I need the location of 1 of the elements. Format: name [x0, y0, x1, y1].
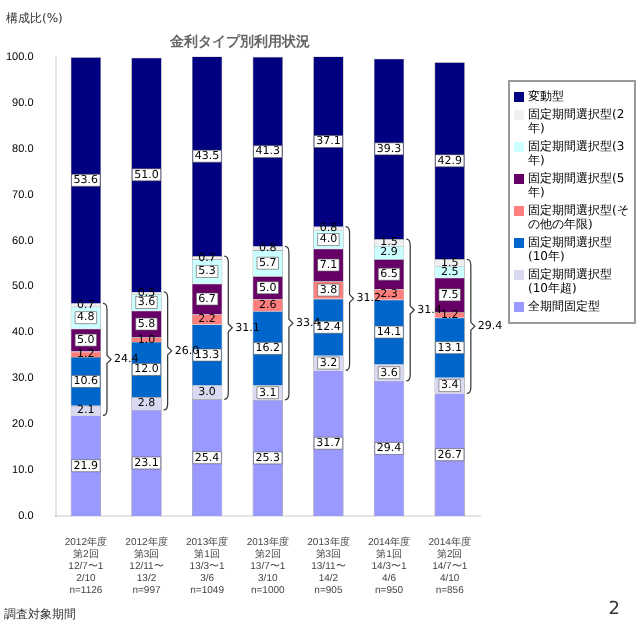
text: 2	[608, 600, 620, 620]
